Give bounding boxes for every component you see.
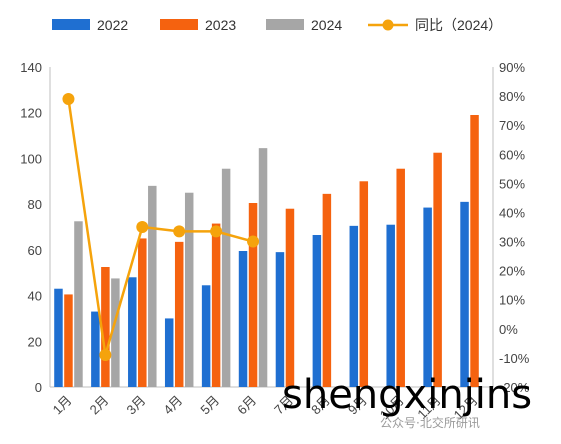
right-tick-label: 10% bbox=[499, 293, 525, 308]
right-tick-label: 60% bbox=[499, 147, 525, 162]
left-tick-label: 60 bbox=[28, 243, 42, 258]
x-tick-label: 4月 bbox=[160, 393, 185, 418]
right-tick-label: 90% bbox=[499, 60, 525, 75]
line-同比（2024） bbox=[67, 98, 254, 356]
legend-label: 2024 bbox=[311, 17, 342, 33]
right-tick-label: 20% bbox=[499, 264, 525, 279]
right-tick-label: 50% bbox=[499, 176, 525, 191]
x-tick-label: 2月 bbox=[87, 393, 112, 418]
line-point bbox=[62, 93, 75, 105]
left-tick-label: 140 bbox=[20, 60, 42, 75]
bar-2022 bbox=[312, 235, 322, 387]
bar-2022 bbox=[201, 285, 211, 387]
left-tick-label: 20 bbox=[28, 334, 42, 349]
left-tick-label: 100 bbox=[20, 151, 42, 166]
legend-label: 2022 bbox=[97, 17, 128, 33]
bar-2022 bbox=[91, 311, 100, 387]
bar-2023 bbox=[138, 238, 147, 387]
right-tick-label: -20% bbox=[499, 380, 530, 395]
bar-2022 bbox=[54, 288, 63, 387]
bar-2023 bbox=[248, 203, 258, 387]
bar-2023 bbox=[396, 168, 405, 387]
legend-swatch bbox=[160, 19, 198, 30]
bar-2022 bbox=[460, 201, 469, 387]
bar-2022 bbox=[275, 252, 285, 387]
bar-2023 bbox=[211, 223, 221, 387]
left-tick-label: 40 bbox=[28, 289, 42, 304]
bar-2023 bbox=[433, 152, 442, 387]
bar-2022 bbox=[238, 251, 248, 387]
bar-2022 bbox=[386, 224, 395, 387]
x-tick-label: 3月 bbox=[123, 393, 148, 418]
x-tick-label: 1月 bbox=[50, 393, 75, 418]
right-tick-label: 80% bbox=[499, 89, 525, 104]
x-tick-label: 6月 bbox=[234, 393, 259, 418]
bar-2022 bbox=[423, 207, 432, 387]
bar-2024 bbox=[74, 221, 83, 387]
bar-2022 bbox=[349, 225, 359, 387]
bar-2023 bbox=[174, 241, 184, 387]
legend-label: 2023 bbox=[205, 17, 236, 33]
watermark-subtext: 公众号·北交所研讯 bbox=[380, 416, 480, 430]
bar-2022 bbox=[128, 277, 137, 387]
bar-2024 bbox=[111, 278, 120, 387]
right-tick-label: 40% bbox=[499, 205, 525, 220]
bar-2023 bbox=[64, 294, 73, 387]
watermark-text: shengxinjins bbox=[282, 372, 533, 418]
bar-2024 bbox=[184, 192, 194, 387]
bar-2023 bbox=[359, 181, 369, 387]
left-tick-label: 0 bbox=[35, 380, 42, 395]
line-point bbox=[99, 349, 112, 361]
right-tick-label: 70% bbox=[499, 118, 525, 133]
legend-marker bbox=[382, 19, 394, 31]
bar-2023 bbox=[322, 193, 332, 387]
left-tick-label: 120 bbox=[20, 106, 42, 121]
legend-label: 同比（2024） bbox=[415, 17, 502, 33]
x-tick-label: 5月 bbox=[197, 393, 222, 418]
right-tick-label: 30% bbox=[499, 235, 525, 250]
bar-2024 bbox=[148, 185, 157, 387]
line-point bbox=[173, 225, 186, 238]
line-point bbox=[136, 221, 149, 233]
line-point bbox=[210, 225, 223, 238]
line-point bbox=[247, 235, 260, 248]
left-tick-label: 80 bbox=[28, 197, 42, 212]
bar-2023 bbox=[285, 208, 295, 387]
bar-2023 bbox=[101, 267, 110, 387]
bar-2024 bbox=[221, 168, 231, 387]
bar-2023 bbox=[470, 115, 479, 387]
right-tick-label: 0% bbox=[499, 322, 518, 337]
right-tick-label: -10% bbox=[499, 351, 530, 366]
legend-swatch bbox=[266, 19, 304, 30]
bar-2022 bbox=[164, 318, 174, 387]
legend-swatch bbox=[52, 19, 90, 30]
bar-2024 bbox=[258, 148, 268, 387]
